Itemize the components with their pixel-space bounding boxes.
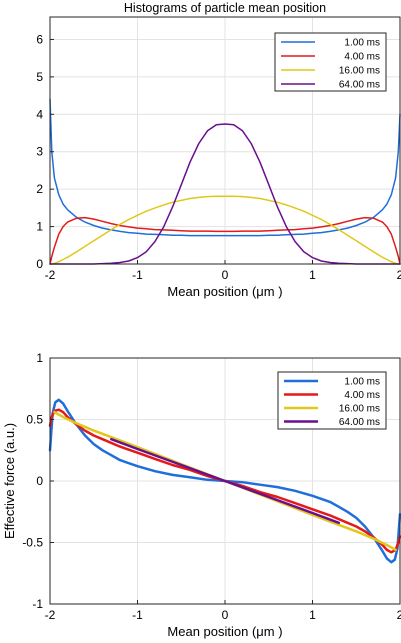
x-tick-label: 0 [222,608,229,622]
legend-label-4: 64.00 ms [339,417,380,428]
chart-histograms: -2 -1 0 1 2 0 1 2 3 4 5 6 Mean position (μm ) Histogr… [36,1,401,299]
series-line-4 [110,437,341,525]
y-tick-label: 3 [36,145,43,159]
legend-label-3: 16.00 ms [339,404,380,415]
legend-label-2: 4.00 ms [344,390,380,401]
legend-label-1: 1.00 ms [344,38,380,49]
legend-label-4: 64.00 ms [339,80,380,91]
y-tick-label: 1 [36,220,43,234]
x-axis-label: Mean position (μm ) [167,284,282,299]
legend-label-1: 1.00 ms [344,377,380,388]
y-tick-label: 0 [36,257,43,271]
y-tick-label: 5 [36,70,43,84]
series-line-2 [49,216,401,265]
x-tick-label: -2 [45,608,56,622]
x-tick-label: 2 [397,268,401,282]
y-tick-label: 2 [36,182,43,196]
x-axis-label: Mean position (μm ) [167,624,282,639]
x-tick-label: 2 [397,608,401,622]
y-tick-label: 0.5 [26,413,43,427]
y-tick-label: -0.5 [22,536,43,550]
legend-label-3: 16.00 ms [339,66,380,77]
y-axis-label: Effective force (a.u.) [2,423,17,539]
series-line-1 [49,98,401,237]
y-tick-label: 0 [36,474,43,488]
legend: 1.00 ms 4.00 ms 16.00 ms 64.00 ms [277,371,387,430]
y-tick-label: 4 [36,107,43,121]
x-tick-label: -1 [132,608,143,622]
x-tick-label: 0 [222,268,229,282]
legend: 1.00 ms 4.00 ms 16.00 ms 64.00 ms [274,32,387,92]
series-line-3 [49,195,401,265]
y-tick-label: -1 [32,597,43,611]
chart-title: Histograms of particle mean position [124,1,326,15]
x-tick-label: 1 [309,268,316,282]
legend-label-2: 4.00 ms [344,52,380,63]
x-tick-label: -1 [132,268,143,282]
x-tick-label: 1 [309,608,316,622]
y-tick-label: 1 [36,351,43,365]
y-tick-label: 6 [36,32,43,46]
x-tick-label: -2 [45,268,56,282]
